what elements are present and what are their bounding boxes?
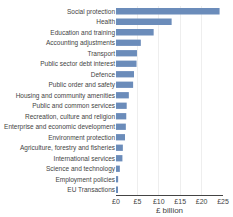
svg-text:Transport: Transport [87, 50, 115, 58]
svg-text:EU Transactions: EU Transactions [67, 186, 115, 193]
svg-text:Health: Health [96, 18, 115, 25]
svg-text:£0: £0 [112, 198, 120, 205]
svg-text:Recreation, culture and religi: Recreation, culture and religion [25, 113, 115, 121]
svg-text:Defence: Defence [91, 71, 116, 78]
svg-text:£5: £5 [134, 198, 142, 205]
svg-text:Employment policies: Employment policies [55, 176, 115, 184]
svg-text:Public sector debt interest: Public sector debt interest [40, 60, 115, 67]
svg-text:£10: £10 [153, 198, 165, 205]
svg-text:Education and training: Education and training [50, 29, 115, 37]
svg-text:International services: International services [54, 155, 116, 162]
svg-text:£20: £20 [196, 198, 208, 205]
svg-text:Environment protection: Environment protection [48, 134, 115, 142]
svg-text:Enterprise and economic develo: Enterprise and economic development [4, 123, 115, 131]
svg-text:Public order and safety: Public order and safety [49, 81, 116, 89]
svg-text:Agriculture, forestry and fish: Agriculture, forestry and fisheries [20, 144, 116, 152]
svg-text:£ billion: £ billion [156, 206, 183, 215]
svg-text:£15: £15 [174, 198, 186, 205]
svg-text:Public and common services: Public and common services [32, 102, 115, 109]
svg-text:Housing and community amenitie: Housing and community amenities [16, 92, 116, 100]
svg-text:Social protection: Social protection [67, 8, 115, 16]
svg-text:£25: £25 [217, 198, 229, 205]
svg-text:Science and technology: Science and technology [46, 165, 116, 173]
svg-text:Accounting adjustments: Accounting adjustments [46, 39, 116, 47]
